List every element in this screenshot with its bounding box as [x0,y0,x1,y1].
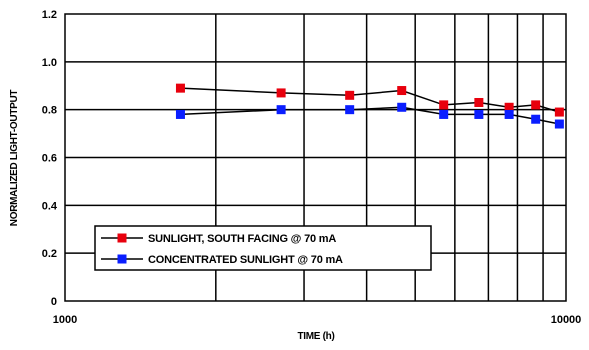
legend-marker [117,233,127,243]
data-point-marker [175,109,185,119]
legend-entry: SUNLIGHT, SOUTH FACING @ 70 mA [101,233,337,245]
y-tick-label: 1.2 [42,9,57,21]
data-point-marker [397,86,407,96]
data-point-marker [276,88,286,98]
legend-label: CONCENTRATED SUNLIGHT @ 70 mA [148,254,343,266]
data-point-marker [175,83,185,93]
series-1 [175,83,564,117]
data-point-marker [504,102,514,112]
plot-frame [64,13,567,302]
legend-marker [117,254,127,264]
y-tick-labels: 0 0.2 0.4 0.6 0.8 1.0 1.2 [42,9,58,308]
grid [65,14,566,301]
x-tick-label: 10000 [551,314,582,326]
data-point-marker [345,105,355,115]
y-tick-label: 0 [51,296,57,308]
y-tick-label: 0.4 [42,200,58,212]
legend-label: SUNLIGHT, SOUTH FACING @ 70 mA [148,233,336,245]
data-point-marker [474,109,484,119]
data-point-marker [276,105,286,115]
data-point-marker [439,100,449,110]
y-tick-label: 1.0 [42,57,57,69]
data-point-marker [531,100,541,110]
legend-box [94,225,432,271]
y-tick-label: 0.2 [42,248,57,260]
y-tick-label: 0.8 [42,105,57,117]
series-2 [175,102,564,129]
data-point-marker [554,119,564,129]
series-layer [175,83,564,129]
data-point-marker [345,90,355,100]
data-point-marker [397,102,407,112]
data-point-marker [554,107,564,117]
data-point-marker [531,114,541,124]
data-point-marker [439,109,449,119]
x-tick-labels: 1000 10000 [53,314,582,326]
x-axis-title: TIME (h) [297,331,334,342]
legend-entry: CONCENTRATED SUNLIGHT @ 70 mA [101,254,343,266]
x-tick-label: 1000 [53,314,77,326]
y-axis-title: NORMALIZED LIGHT-OUTPUT [9,90,20,227]
y-tick-label: 0.6 [42,153,57,165]
data-point-marker [504,109,514,119]
data-point-marker [474,97,484,107]
legend: SUNLIGHT, SOUTH FACING @ 70 mA CONCENTRAT… [94,225,432,271]
